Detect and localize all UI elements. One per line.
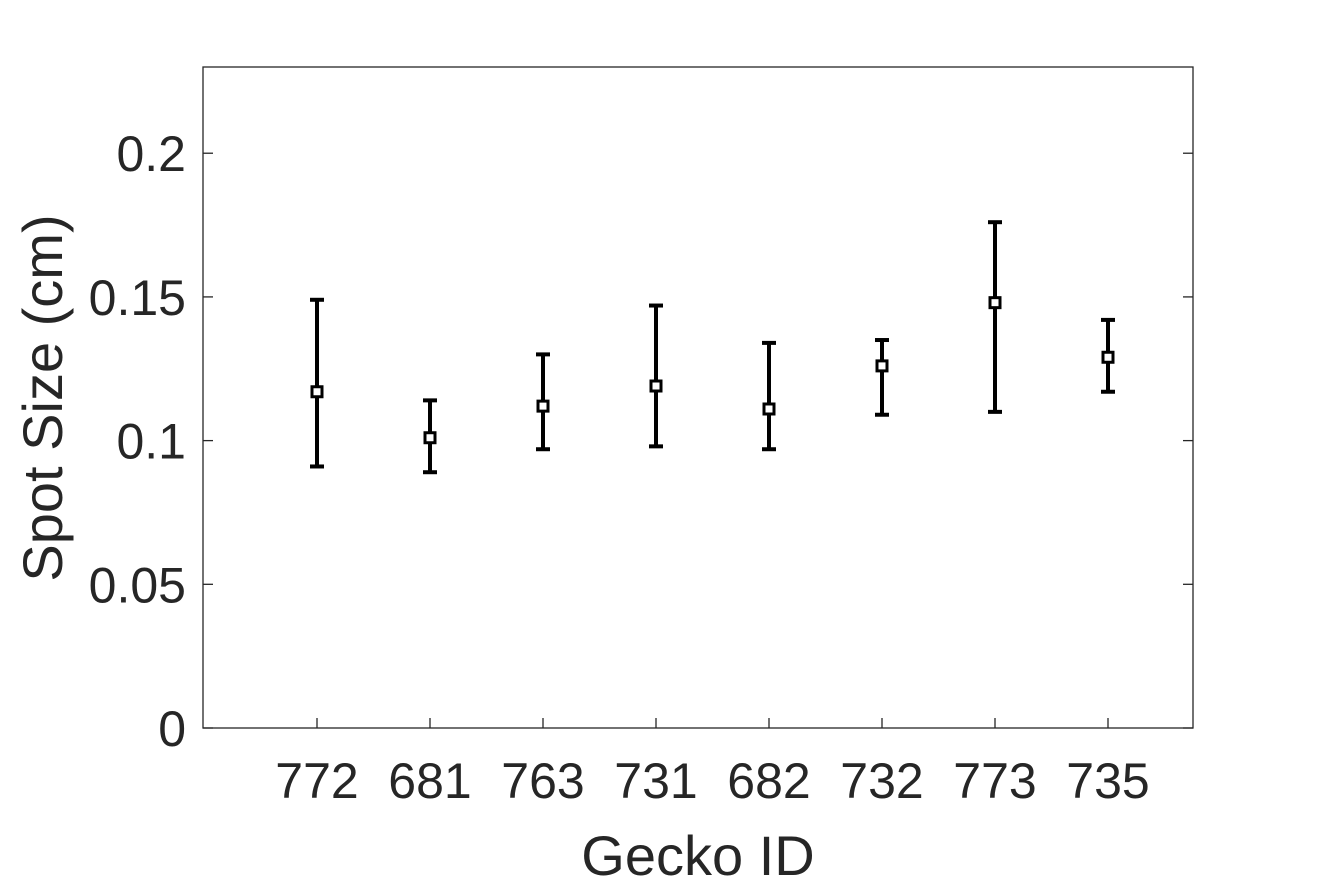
x-tick-label: 773 <box>953 753 1036 809</box>
data-point <box>875 359 889 373</box>
y-tick-label: 0.15 <box>89 270 186 326</box>
x-tick-label: 681 <box>388 753 471 809</box>
x-axis-ticks: 772 681 763 731 682 732 773 735 <box>275 718 1150 809</box>
y-tick-label: 0.2 <box>116 126 186 182</box>
x-axis-label: Gecko ID <box>581 824 814 887</box>
y-axis-ticks: 0 0.05 0.1 0.15 0.2 <box>89 126 1193 757</box>
data-marks <box>310 220 1115 475</box>
y-tick-label: 0.05 <box>89 557 186 613</box>
y-tick-label: 0.1 <box>116 414 186 470</box>
data-point <box>988 296 1002 310</box>
y-tick-label: 0 <box>158 701 186 757</box>
data-point <box>536 399 550 413</box>
data-point <box>310 385 324 399</box>
data-point <box>423 431 437 445</box>
x-tick-label: 732 <box>840 753 923 809</box>
data-point <box>649 379 663 393</box>
plot-area <box>202 66 1194 729</box>
x-tick-label: 763 <box>501 753 584 809</box>
y-axis-label: Spot Size (cm) <box>11 214 74 581</box>
x-tick-label: 682 <box>727 753 810 809</box>
x-tick-label: 772 <box>275 753 358 809</box>
data-point <box>762 402 776 416</box>
x-tick-label: 731 <box>614 753 697 809</box>
x-tick-label: 735 <box>1066 753 1149 809</box>
data-point <box>1101 350 1115 364</box>
